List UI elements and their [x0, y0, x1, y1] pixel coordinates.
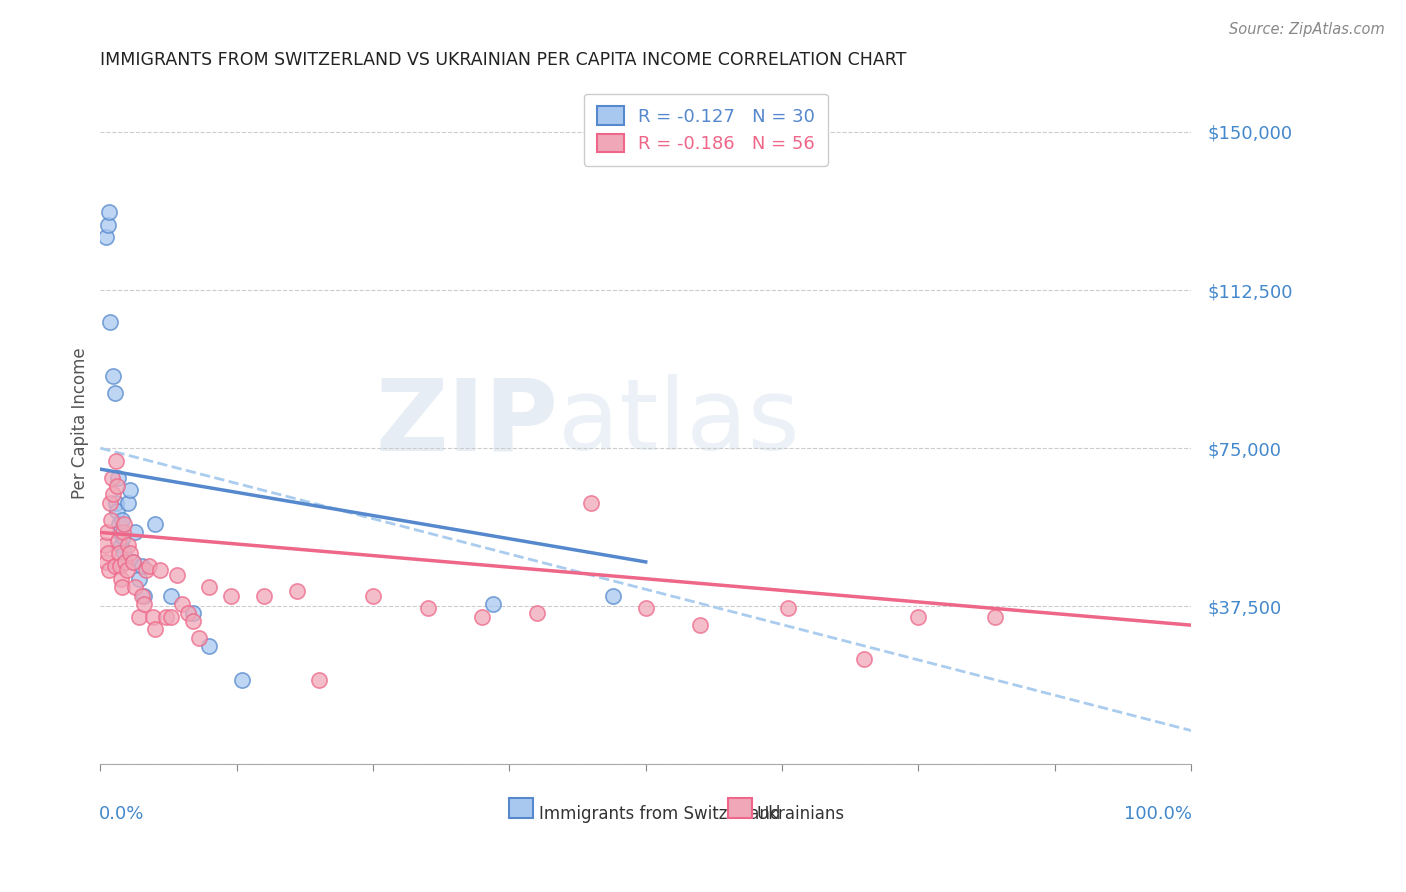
Point — [107, 470, 129, 484]
Point — [94, 230, 117, 244]
Point — [160, 589, 183, 603]
Point — [776, 601, 799, 615]
Point — [172, 597, 194, 611]
Point — [112, 547, 135, 561]
Point — [132, 597, 155, 611]
FancyBboxPatch shape — [509, 798, 533, 818]
Text: atlas: atlas — [558, 375, 800, 471]
Point — [187, 631, 209, 645]
Point — [117, 496, 139, 510]
Point — [253, 589, 276, 603]
Point — [176, 606, 198, 620]
Point — [602, 589, 624, 603]
Point — [231, 673, 253, 687]
Point — [308, 673, 330, 687]
Point — [124, 580, 146, 594]
Point — [118, 547, 141, 561]
Point — [118, 483, 141, 498]
Point — [122, 555, 145, 569]
Point — [115, 563, 138, 577]
Point — [984, 609, 1007, 624]
Point — [128, 609, 150, 624]
Point — [107, 533, 129, 548]
Point — [122, 555, 145, 569]
Point — [105, 479, 128, 493]
Point — [93, 538, 115, 552]
Point — [96, 525, 118, 540]
Point — [907, 609, 929, 624]
Point — [181, 614, 204, 628]
Point — [110, 538, 132, 552]
Point — [124, 525, 146, 540]
Point — [98, 205, 121, 219]
Point — [131, 559, 153, 574]
Point — [97, 218, 120, 232]
Text: Immigrants from Switzerland: Immigrants from Switzerland — [538, 805, 780, 823]
Point — [98, 563, 121, 577]
Point — [110, 572, 132, 586]
Point — [103, 487, 125, 501]
Point — [94, 555, 117, 569]
Point — [114, 555, 136, 569]
Text: 100.0%: 100.0% — [1125, 805, 1192, 823]
Point — [103, 386, 125, 401]
Point — [142, 609, 165, 624]
Text: Ukrainians: Ukrainians — [756, 805, 845, 823]
Point — [105, 504, 128, 518]
Point — [579, 496, 602, 510]
Point — [198, 639, 221, 653]
Legend: R = -0.127   N = 30, R = -0.186   N = 56: R = -0.127 N = 30, R = -0.186 N = 56 — [583, 94, 828, 166]
Point — [98, 315, 121, 329]
Point — [166, 567, 188, 582]
Point — [111, 580, 134, 594]
Point — [101, 470, 124, 484]
Point — [416, 601, 439, 615]
Point — [135, 563, 157, 577]
Point — [471, 609, 494, 624]
Point — [852, 652, 875, 666]
Point — [100, 513, 122, 527]
Point — [143, 516, 166, 531]
Point — [160, 609, 183, 624]
Point — [143, 623, 166, 637]
Point — [108, 516, 131, 531]
Point — [111, 513, 134, 527]
Y-axis label: Per Capita Income: Per Capita Income — [72, 347, 89, 499]
Point — [482, 597, 505, 611]
Point — [149, 563, 172, 577]
Point — [97, 547, 120, 561]
Text: 0.0%: 0.0% — [100, 805, 145, 823]
Point — [112, 516, 135, 531]
Point — [132, 589, 155, 603]
Point — [117, 538, 139, 552]
Point — [181, 606, 204, 620]
Point — [634, 601, 657, 615]
Point — [104, 496, 127, 510]
Point — [361, 589, 384, 603]
Point — [689, 618, 711, 632]
Point — [112, 525, 135, 540]
Point — [131, 589, 153, 603]
Point — [155, 609, 177, 624]
Point — [114, 555, 136, 569]
Point — [138, 559, 160, 574]
Point — [103, 559, 125, 574]
Point — [103, 369, 125, 384]
Point — [526, 606, 548, 620]
Text: IMMIGRANTS FROM SWITZERLAND VS UKRAINIAN PER CAPITA INCOME CORRELATION CHART: IMMIGRANTS FROM SWITZERLAND VS UKRAINIAN… — [100, 51, 907, 69]
Point — [108, 559, 131, 574]
Point — [128, 572, 150, 586]
FancyBboxPatch shape — [727, 798, 752, 818]
Point — [108, 525, 131, 540]
Text: Source: ZipAtlas.com: Source: ZipAtlas.com — [1229, 22, 1385, 37]
Point — [98, 496, 121, 510]
Point — [104, 454, 127, 468]
Point — [112, 530, 135, 544]
Point — [198, 580, 221, 594]
Text: ZIP: ZIP — [375, 375, 558, 471]
Point — [219, 589, 242, 603]
Point — [108, 547, 131, 561]
Point — [285, 584, 308, 599]
